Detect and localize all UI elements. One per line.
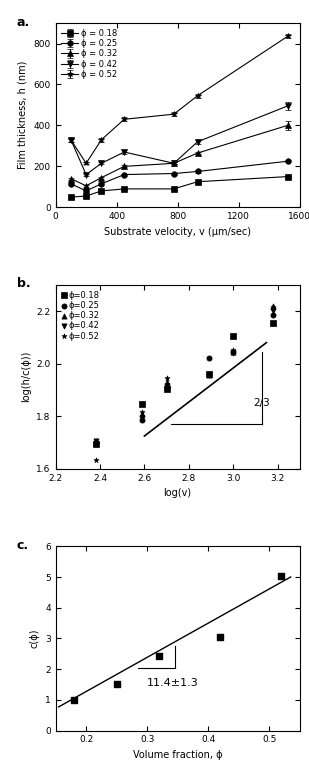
ϕ=0.18 — [206, 368, 211, 381]
Point — [157, 650, 162, 662]
Text: c.: c. — [17, 539, 29, 552]
Legend: ϕ=0.18, ϕ=0.25, ϕ=0.32, ϕ=0.42, ϕ=0.52: ϕ=0.18, ϕ=0.25, ϕ=0.32, ϕ=0.42, ϕ=0.52 — [60, 289, 101, 342]
Y-axis label: Film thickness, h (nm): Film thickness, h (nm) — [18, 61, 28, 169]
ϕ=0.32 — [164, 376, 169, 388]
ϕ=0.42 — [164, 380, 169, 392]
ϕ=0.25 — [231, 345, 236, 358]
ϕ=0.42 — [271, 305, 276, 317]
X-axis label: Substrate velocity, v (μm/sec): Substrate velocity, v (μm/sec) — [104, 227, 251, 237]
ϕ=0.18 — [231, 330, 236, 342]
Point — [114, 677, 119, 690]
ϕ=0.52 — [140, 406, 145, 418]
ϕ=0.25 — [271, 309, 276, 321]
ϕ=0.25 — [206, 352, 211, 365]
ϕ=0.42 — [93, 435, 98, 448]
ϕ=0.52 — [271, 301, 276, 313]
ϕ=0.42 — [231, 347, 236, 359]
ϕ=0.18 — [271, 317, 276, 329]
Y-axis label: c(ϕ): c(ϕ) — [29, 629, 40, 648]
ϕ=0.32 — [140, 408, 145, 420]
ϕ=0.32 — [93, 435, 98, 448]
Legend: ϕ = 0.18, ϕ = 0.25, ϕ = 0.32, ϕ = 0.42, ϕ = 0.52: ϕ = 0.18, ϕ = 0.25, ϕ = 0.32, ϕ = 0.42, … — [60, 27, 119, 81]
ϕ=0.52 — [164, 372, 169, 384]
ϕ=0.52 — [206, 369, 211, 381]
Text: 11.4±1.3: 11.4±1.3 — [147, 678, 199, 688]
ϕ=0.42 — [206, 369, 211, 381]
ϕ=0.52 — [93, 454, 98, 466]
ϕ=0.25 — [140, 414, 145, 426]
ϕ=0.18 — [140, 398, 145, 411]
ϕ=0.32 — [231, 345, 236, 358]
Y-axis label: log(h/c(ϕ)): log(h/c(ϕ)) — [21, 351, 31, 402]
ϕ=0.25 — [93, 437, 98, 449]
ϕ=0.52 — [231, 345, 236, 357]
Point — [218, 631, 223, 643]
Text: a.: a. — [17, 15, 30, 28]
ϕ=0.32 — [271, 300, 276, 312]
X-axis label: Volume fraction, ϕ: Volume fraction, ϕ — [133, 750, 222, 760]
Text: 2/3: 2/3 — [253, 398, 270, 408]
ϕ=0.25 — [164, 381, 169, 394]
ϕ=0.42 — [140, 411, 145, 424]
Text: b.: b. — [17, 278, 30, 291]
ϕ=0.18 — [93, 438, 98, 450]
Point — [279, 571, 284, 583]
Point — [71, 694, 76, 706]
X-axis label: log(v): log(v) — [163, 488, 192, 498]
ϕ=0.18 — [164, 382, 169, 394]
ϕ=0.32 — [206, 369, 211, 381]
